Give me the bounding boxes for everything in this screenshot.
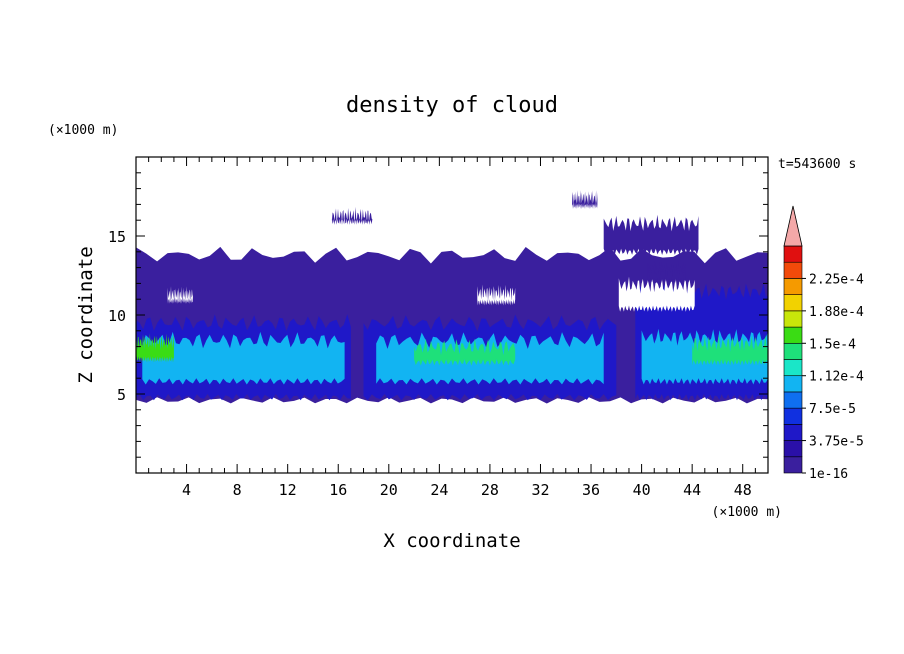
- y-unit-label: (×1000 m): [48, 123, 118, 138]
- y-axis-label: Z coordinate: [75, 246, 97, 383]
- colorbar-swatch: [783, 424, 803, 441]
- colorbar-swatch: [783, 407, 803, 425]
- x-tick-label: 36: [582, 481, 600, 499]
- colorbar-swatch: [783, 359, 803, 377]
- colorbar-tick-label: 7.5e-5: [809, 402, 856, 417]
- plot-area: [136, 189, 768, 404]
- x-tick-label: 32: [531, 481, 549, 499]
- colorbar-tick-label: 1.12e-4: [809, 370, 864, 385]
- cloud-region: [136, 333, 174, 363]
- chart-title: density of cloud: [346, 93, 558, 118]
- cloud-fragment: [647, 260, 686, 284]
- x-tick-label: 40: [633, 481, 651, 499]
- cloud-region: [142, 331, 345, 385]
- cloud-fragment: [572, 189, 598, 210]
- x-tick-label: 28: [481, 481, 499, 499]
- cloud-fragment: [603, 214, 699, 255]
- x-tick-label: 16: [329, 481, 347, 499]
- colorbar-swatch: [783, 326, 803, 344]
- x-tick-label: 8: [233, 481, 242, 499]
- colorbar-swatch: [783, 294, 803, 312]
- clear-gap: [167, 286, 193, 304]
- colorbar-swatch: [783, 342, 803, 360]
- colorbar-swatch: [783, 261, 803, 279]
- y-tick-label: 15: [108, 228, 126, 246]
- colorbar: 1e-16 3.75e-5 7.5e-5 1.12e-4 1.5e-4 1.88e-4 2.…: [783, 205, 864, 482]
- x-unit-label: (×1000 m): [712, 505, 782, 520]
- clear-gap: [477, 284, 516, 306]
- colorbar-swatch: [783, 375, 803, 393]
- colorbar-swatch: [783, 245, 803, 263]
- y-axis: 5 10 15: [108, 172, 768, 458]
- colorbar-tick-label: 1.5e-4: [809, 337, 856, 352]
- colorbar-swatch: [783, 440, 803, 458]
- colorbar-extend-arrow: [783, 205, 803, 247]
- x-axis-label: X coordinate: [383, 530, 520, 552]
- x-tick-label: 12: [279, 481, 297, 499]
- x-tick-label: 4: [182, 481, 191, 499]
- cloud-region: [414, 338, 516, 366]
- colorbar-tick-label: 2.25e-4: [809, 272, 864, 287]
- x-axis: 4 8 12 16 20 24 28 32 36 40 44 48: [148, 157, 756, 499]
- colorbar-tick-label: 3.75e-5: [809, 435, 864, 450]
- colorbar-tick-label: 1.88e-4: [809, 305, 864, 320]
- colorbar-swatch: [783, 278, 803, 295]
- x-tick-label: 20: [380, 481, 398, 499]
- x-tick-label: 24: [430, 481, 448, 499]
- time-label: t=543600 s: [778, 157, 856, 172]
- clear-gap: [618, 276, 695, 312]
- y-tick-label: 10: [108, 307, 126, 325]
- x-tick-label: 48: [734, 481, 752, 499]
- colorbar-swatch: [783, 391, 803, 409]
- colorbar-swatch: [783, 310, 803, 328]
- colorbar-swatch: [783, 456, 803, 474]
- colorbar-tick-label: 1e-16: [809, 467, 848, 482]
- y-tick-label: 5: [117, 386, 126, 404]
- cloud-fragment: [331, 206, 373, 225]
- x-tick-label: 44: [683, 481, 701, 499]
- cloud-region: [692, 334, 768, 366]
